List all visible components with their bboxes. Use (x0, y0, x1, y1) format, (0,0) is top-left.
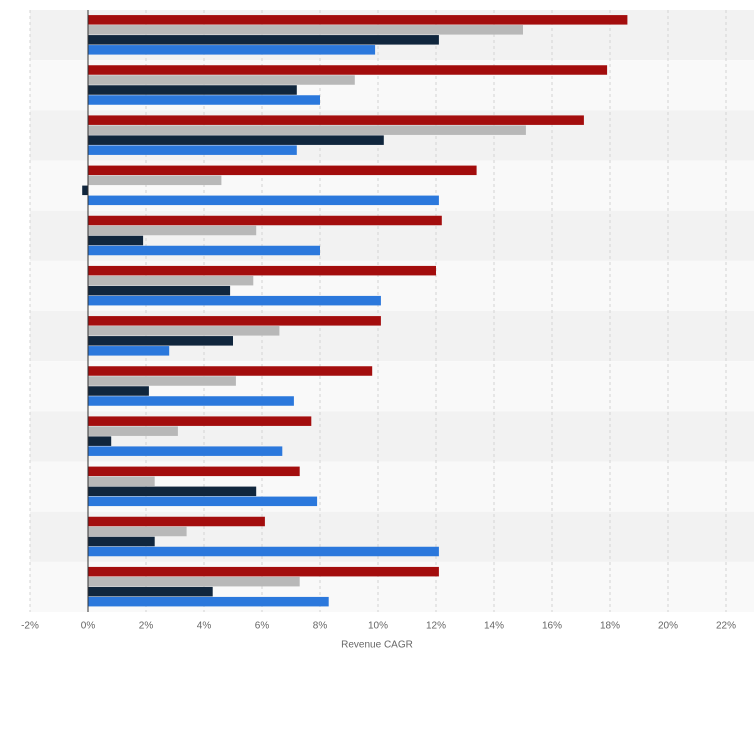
x-tick-label: 18% (600, 621, 620, 632)
bar (88, 326, 280, 336)
bar (88, 496, 318, 507)
bar (82, 185, 88, 196)
bar (88, 215, 442, 226)
bar (88, 346, 170, 356)
bar (88, 316, 381, 326)
x-tick-label: 4% (197, 621, 212, 632)
bar (88, 295, 381, 306)
bar (88, 95, 320, 105)
bar (88, 586, 213, 597)
bar (88, 366, 373, 376)
bar (88, 115, 584, 125)
bar (88, 466, 300, 477)
row-bands (30, 10, 754, 612)
x-tick-label: 22% (716, 621, 736, 632)
x-tick-label: 16% (542, 621, 562, 632)
bar (88, 436, 112, 446)
bar (88, 165, 477, 176)
bar (88, 75, 355, 85)
x-tick-label: 20% (658, 621, 678, 632)
bar (88, 285, 231, 296)
bar (88, 275, 254, 286)
bar (88, 386, 149, 396)
bar (88, 125, 526, 135)
bar (88, 35, 439, 45)
x-tick-label: 8% (313, 621, 328, 632)
bar (88, 195, 439, 206)
bar (88, 135, 384, 145)
bar (88, 396, 294, 406)
bar (88, 25, 523, 35)
bar (88, 265, 436, 276)
bar (88, 336, 233, 346)
x-tick-label: 0% (81, 621, 96, 632)
x-tick-label: 2% (139, 621, 154, 632)
bar (88, 476, 155, 487)
bar (88, 235, 144, 246)
bar (88, 45, 376, 55)
bar (88, 85, 297, 95)
bar (88, 596, 329, 607)
bar (88, 376, 236, 386)
bar (88, 245, 320, 256)
bar (88, 526, 187, 537)
x-tick-label: 10% (368, 621, 388, 632)
x-tick-label: 14% (484, 621, 504, 632)
bar (88, 486, 257, 497)
bar (88, 65, 608, 75)
bar (88, 225, 257, 236)
bar (88, 416, 312, 426)
bar (88, 175, 222, 186)
x-tick-label: 6% (255, 621, 270, 632)
bar (88, 426, 178, 436)
x-tick-label: -2% (21, 621, 39, 632)
bar (88, 446, 283, 456)
x-axis-title: Revenue CAGR (341, 640, 413, 651)
bar (88, 576, 300, 587)
bar (88, 145, 297, 155)
bar (88, 516, 265, 527)
bar (88, 15, 628, 25)
bar (88, 546, 439, 557)
bar (88, 566, 439, 577)
bar (88, 536, 155, 547)
x-tick-label: 12% (426, 621, 446, 632)
